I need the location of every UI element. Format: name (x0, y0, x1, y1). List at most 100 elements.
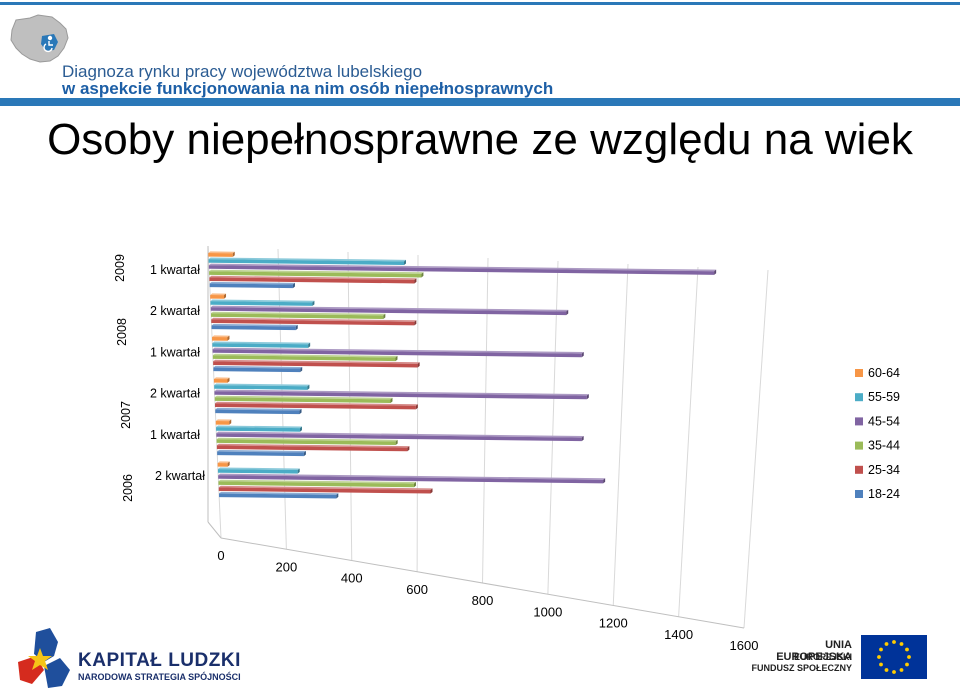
bar-top-55-59-0 (217, 467, 300, 471)
bar-end-35-44-0 (413, 482, 416, 488)
bar-25-34-0 (218, 485, 433, 494)
bar-end-55-59-0 (297, 468, 300, 474)
bar-front-60-64-2 (213, 379, 228, 383)
legend-swatch-35-44 (855, 441, 863, 450)
bar-front-35-44-1 (216, 439, 396, 446)
bar-18-24-4 (211, 323, 298, 331)
bar-end-25-34-2 (415, 404, 418, 410)
bar-25-34-4 (211, 317, 417, 326)
lubelskie-map-logo-icon (10, 14, 69, 63)
bar-25-34-2 (215, 401, 418, 410)
legend-label-60-64: 60-64 (868, 366, 900, 380)
eu-flag-icon (861, 635, 927, 679)
bar-top-60-64-0 (217, 461, 230, 464)
bar-35-44-5 (209, 269, 424, 278)
bar-front-45-54-5 (208, 265, 715, 275)
year-label-2007: 2007 (119, 401, 133, 429)
legend-label-35-44: 35-44 (868, 439, 900, 453)
bar-front-60-64-3 (212, 337, 228, 341)
bar-front-60-64-0 (217, 463, 228, 467)
bar-top-35-44-1 (216, 437, 398, 442)
bar-end-35-44-4 (383, 313, 386, 319)
bar-18-24-1 (217, 449, 306, 457)
bar-front-18-24-1 (217, 451, 304, 457)
bar-top-45-54-3 (212, 347, 584, 354)
x-tick-label-5: 1000 (533, 604, 562, 619)
bar-front-25-34-0 (218, 487, 431, 494)
x-tick-label-4: 800 (472, 593, 494, 608)
legend-swatch-60-64 (855, 369, 863, 377)
bar-end-60-64-4 (224, 293, 227, 299)
bar-25-34-5 (209, 275, 417, 284)
bar-60-64-2 (213, 377, 230, 383)
bar-end-60-64-3 (227, 335, 230, 341)
bar-end-45-54-4 (566, 309, 569, 316)
bar-front-60-64-4 (210, 295, 225, 299)
bar-45-54-3 (212, 347, 584, 358)
gridline-8 (743, 269, 769, 629)
gridline-4 (482, 257, 489, 584)
bar-top-55-59-4 (210, 299, 315, 303)
bar-45-54-2 (214, 389, 589, 400)
legend-label-45-54: 45-54 (868, 414, 900, 428)
bar-front-35-44-2 (214, 397, 391, 404)
bar-55-59-5 (208, 257, 407, 266)
x-tick-label-1: 200 (276, 559, 298, 574)
bar-top-45-54-0 (218, 473, 606, 480)
category-label-4: 2 kwartał (150, 304, 200, 318)
bar-18-24-2 (215, 407, 302, 415)
bar-60-64-1 (215, 419, 232, 425)
category-label-3: 1 kwartał (150, 345, 200, 359)
bar-top-25-34-2 (215, 401, 418, 406)
bar-front-45-54-4 (210, 307, 567, 316)
eu-star (899, 668, 904, 672)
bar-end-25-34-5 (414, 278, 417, 284)
bar-end-35-44-1 (395, 439, 398, 446)
bar-top-35-44-4 (210, 311, 386, 316)
bar-end-18-24-0 (336, 493, 339, 499)
bar-top-60-64-5 (208, 251, 235, 254)
category-label-1: 1 kwartał (150, 428, 200, 442)
bar-45-54-4 (210, 305, 569, 316)
bar-55-59-3 (212, 341, 311, 348)
year-label-2008: 2008 (115, 318, 129, 346)
bar-top-45-54-1 (216, 431, 584, 438)
bar-front-55-59-0 (217, 469, 298, 474)
eu-star (884, 668, 889, 672)
header-top-stripe (0, 2, 960, 5)
x-tick-label-3: 600 (406, 582, 428, 597)
bar-end-45-54-2 (586, 394, 589, 400)
x-tick-label-7: 1400 (664, 627, 693, 642)
bar-60-64-5 (208, 251, 235, 257)
x-tick-label-2: 400 (341, 571, 363, 586)
kapital-ludzki-subtext: NARODOWA STRATEGIA SPÓJNOŚCI (78, 672, 241, 682)
bar-end-25-34-1 (407, 446, 410, 452)
chart-legend: 60-64 55-59 45-54 35-44 25-34 18-24 (855, 366, 900, 501)
bar-end-18-24-3 (300, 366, 303, 373)
bar-55-59-1 (216, 425, 302, 432)
bar-top-60-64-2 (213, 377, 230, 380)
bar-top-35-44-2 (214, 395, 393, 400)
legend-swatch-18-24 (855, 490, 863, 498)
bar-end-18-24-1 (303, 450, 306, 457)
bar-end-55-59-2 (307, 384, 310, 390)
header-title-line1: Diagnoza rynku pracy województwa lubelsk… (62, 62, 423, 81)
eu-star (892, 670, 896, 674)
bar-front-45-54-3 (212, 349, 582, 358)
header-divider (0, 98, 960, 106)
bar-45-54-1 (216, 431, 584, 442)
bar-top-45-54-5 (208, 263, 717, 272)
bar-55-59-0 (217, 467, 300, 474)
floor-front-edge (220, 537, 745, 629)
bar-front-18-24-0 (219, 493, 337, 499)
bar-top-45-54-2 (214, 389, 589, 396)
bar-top-55-59-1 (216, 425, 302, 429)
bar-top-25-34-1 (216, 443, 410, 448)
bar-end-35-44-5 (421, 272, 424, 278)
gridline-7 (678, 266, 699, 617)
eu-star (905, 647, 909, 652)
bar-front-18-24-2 (215, 409, 300, 415)
eu-star (884, 642, 889, 646)
bar-top-55-59-3 (212, 341, 311, 345)
